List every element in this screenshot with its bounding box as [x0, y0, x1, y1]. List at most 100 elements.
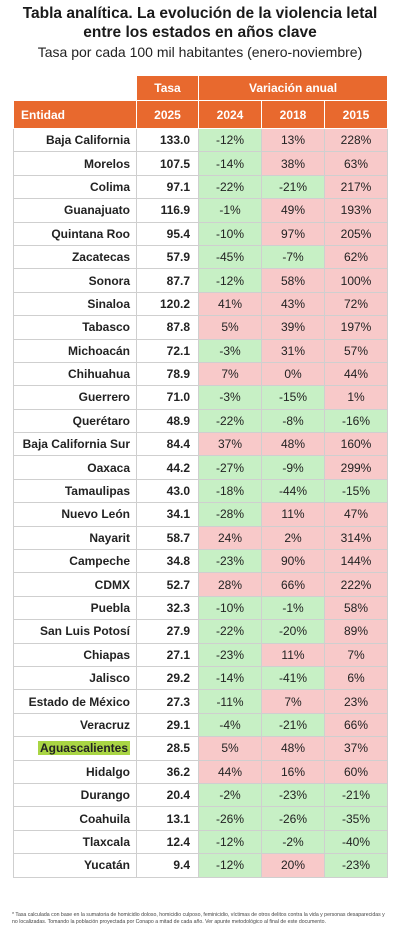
entidad-label: San Luis Potosí	[39, 624, 130, 639]
cell-tasa-2025: 120.2	[136, 291, 199, 317]
cell-variacion-2015: -23%	[323, 853, 389, 878]
cell-variacion-2024: -26%	[198, 806, 262, 831]
cell-variacion-2018: 39%	[261, 315, 325, 340]
cell-variacion-2015: -15%	[323, 478, 389, 504]
cell-variacion-2015: -21%	[323, 782, 389, 808]
cell-variacion-2018: 90%	[261, 549, 325, 574]
table-row: Durango 20.4 -2% -23% -21%	[13, 782, 389, 808]
entidad-label: Guanajuato	[63, 203, 130, 218]
cell-variacion-2015: 228%	[323, 127, 389, 153]
cell-variacion-2018: -23%	[261, 782, 325, 808]
table-row: Quintana Roo 95.4 -10% 97% 205%	[13, 221, 389, 246]
cell-variacion-2015: 37%	[323, 736, 389, 761]
table-row: Tlaxcala 12.4 -12% -2% -40%	[13, 829, 389, 855]
cell-entidad: Durango	[13, 782, 137, 808]
cell-variacion-2018: 20%	[261, 853, 325, 878]
cell-variacion-2018: -41%	[261, 665, 325, 691]
cell-variacion-2018: -26%	[261, 806, 325, 831]
cell-tasa-2025: 29.2	[136, 665, 199, 691]
cell-variacion-2024: -22%	[198, 174, 262, 200]
cell-variacion-2015: -35%	[323, 806, 389, 831]
table-row: Tamaulipas 43.0 -18% -44% -15%	[13, 478, 389, 504]
cell-tasa-2025: 107.5	[136, 151, 199, 176]
entidad-label: Veracruz	[79, 717, 130, 732]
entidad-label: Tlaxcala	[82, 834, 130, 849]
table-row: Zacatecas 57.9 -45% -7% 62%	[13, 244, 389, 270]
table-row: Chihuahua 78.9 7% 0% 44%	[13, 361, 389, 387]
table-row: Campeche 34.8 -23% 90% 144%	[13, 549, 389, 574]
title-line-1: Tabla analítica. La evolución de la viol…	[22, 5, 378, 22]
cell-tasa-2025: 133.0	[136, 127, 199, 153]
cell-entidad: Baja California	[13, 127, 137, 153]
table-row: Yucatán 9.4 -12% 20% -23%	[13, 853, 389, 878]
cell-variacion-2024: 7%	[198, 361, 262, 387]
header-year-2015: 2015	[323, 100, 389, 129]
entidad-label: Nuevo León	[61, 507, 130, 522]
cell-variacion-2018: 97%	[261, 221, 325, 246]
cell-variacion-2015: 58%	[323, 595, 389, 621]
header-year-2018: 2018	[261, 100, 325, 129]
cell-entidad: Tabasco	[13, 315, 137, 340]
cell-entidad: Michoacán	[13, 338, 137, 363]
cell-variacion-2018: 11%	[261, 642, 325, 667]
table-row: Guanajuato 116.9 -1% 49% 193%	[13, 198, 389, 223]
cell-variacion-2015: 299%	[323, 455, 389, 480]
cell-variacion-2024: -23%	[198, 549, 262, 574]
cell-entidad: Tlaxcala	[13, 829, 137, 855]
header-row-bottom: Entidad 2025 2024 2018 2015	[13, 100, 389, 129]
cell-tasa-2025: 13.1	[136, 806, 199, 831]
table-row: CDMX 52.7 28% 66% 222%	[13, 572, 389, 597]
cell-tasa-2025: 44.2	[136, 455, 199, 480]
entidad-label: Puebla	[90, 601, 130, 615]
header-empty-cell	[13, 75, 137, 101]
cell-variacion-2024: -4%	[198, 712, 262, 738]
table-row: Guerrero 71.0 -3% -15% 1%	[13, 385, 389, 410]
cell-variacion-2018: 2%	[261, 525, 325, 551]
entidad-label: Campeche	[69, 554, 130, 569]
cell-variacion-2015: 62%	[323, 244, 389, 270]
cell-variacion-2024: -12%	[198, 829, 262, 855]
cell-variacion-2024: -10%	[198, 221, 262, 246]
cell-variacion-2015: 44%	[323, 361, 389, 387]
cell-tasa-2025: 34.8	[136, 549, 199, 574]
cell-variacion-2018: -20%	[261, 619, 325, 644]
cell-entidad: Querétaro	[13, 408, 137, 434]
table-row: Coahuila 13.1 -26% -26% -35%	[13, 806, 389, 831]
cell-variacion-2018: 7%	[261, 689, 325, 714]
cell-variacion-2018: 38%	[261, 151, 325, 176]
cell-tasa-2025: 72.1	[136, 338, 199, 363]
cell-variacion-2024: -12%	[198, 127, 262, 153]
cell-variacion-2024: -12%	[198, 268, 262, 293]
table-row: Tabasco 87.8 5% 39% 197%	[13, 315, 389, 340]
cell-entidad: Guerrero	[13, 385, 137, 410]
cell-variacion-2015: 72%	[323, 291, 389, 317]
entidad-label: Oaxaca	[87, 460, 130, 475]
cell-entidad: Nuevo León	[13, 502, 137, 527]
cell-variacion-2018: 48%	[261, 432, 325, 457]
table-row: Colima 97.1 -22% -21% 217%	[13, 174, 389, 200]
cell-variacion-2018: -9%	[261, 455, 325, 480]
entidad-label: Yucatán	[83, 858, 130, 873]
cell-tasa-2025: 78.9	[136, 361, 199, 387]
cell-variacion-2018: -21%	[261, 174, 325, 200]
cell-entidad: Yucatán	[13, 853, 137, 878]
entidad-label: Chihuahua	[68, 367, 130, 382]
cell-variacion-2018: 48%	[261, 736, 325, 761]
cell-variacion-2018: 49%	[261, 198, 325, 223]
cell-entidad: Sonora	[13, 268, 137, 293]
table-row: Nayarit 58.7 24% 2% 314%	[13, 525, 389, 551]
cell-entidad: Baja California Sur	[13, 432, 137, 457]
cell-variacion-2018: 66%	[261, 572, 325, 597]
table-row: Jalisco 29.2 -14% -41% 6%	[13, 665, 389, 691]
cell-tasa-2025: 97.1	[136, 174, 199, 200]
cell-entidad: Jalisco	[13, 665, 137, 691]
cell-variacion-2015: 222%	[323, 572, 389, 597]
cell-variacion-2015: 160%	[323, 432, 389, 457]
entidad-label: Aguascalientes	[37, 741, 130, 756]
cell-variacion-2018: -15%	[261, 385, 325, 410]
cell-tasa-2025: 43.0	[136, 478, 199, 504]
cell-tasa-2025: 58.7	[136, 525, 199, 551]
cell-variacion-2024: -1%	[198, 198, 262, 223]
entidad-label: Estado de México	[28, 694, 130, 709]
cell-entidad: Quintana Roo	[13, 221, 137, 246]
